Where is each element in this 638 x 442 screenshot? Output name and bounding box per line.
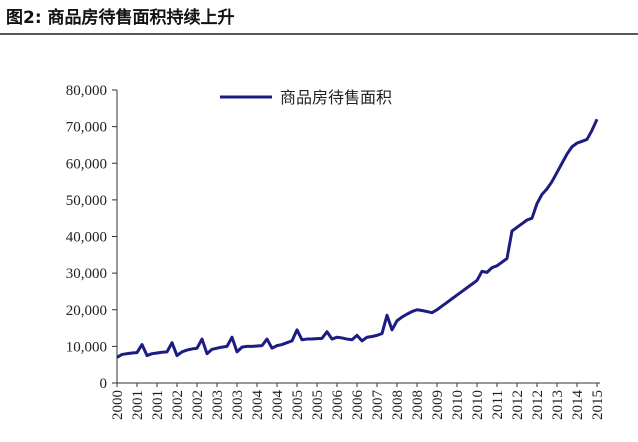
x-tick-label: 2001 xyxy=(130,390,146,420)
x-tick-label: 2006 xyxy=(350,390,366,421)
legend-label: 商品房待售面积 xyxy=(280,89,392,107)
x-tick-label: 2003 xyxy=(210,390,226,420)
x-tick-label: 2008 xyxy=(390,390,406,420)
x-tick-label: 2002 xyxy=(170,390,186,420)
y-tick-label: 40,000 xyxy=(66,230,107,246)
x-tick-label: 2003 xyxy=(230,390,246,420)
y-tick-label: 30,000 xyxy=(66,266,107,282)
y-tick-label: 0 xyxy=(100,376,108,392)
y-tick-label: 10,000 xyxy=(66,339,107,355)
x-tick-label: 2004 xyxy=(270,390,286,421)
x-tick-label: 2015 xyxy=(590,390,606,420)
y-tick-label: 60,000 xyxy=(66,156,107,172)
y-tick-label: 80,000 xyxy=(66,83,107,99)
x-tick-label: 2008 xyxy=(410,390,426,420)
data-line xyxy=(116,118,599,359)
x-tick-label: 2012 xyxy=(530,390,546,420)
x-tick-label: 2004 xyxy=(250,390,266,421)
x-tick-label: 2005 xyxy=(290,390,306,420)
x-tick-label: 2012 xyxy=(510,390,526,420)
x-tick-label: 2006 xyxy=(330,390,346,421)
chart-title: 图2: 商品房待售面积持续上升 xyxy=(6,7,235,28)
x-tick-label: 2013 xyxy=(550,390,566,420)
x-tick-label: 2005 xyxy=(310,390,326,420)
x-tick-label: 2014 xyxy=(570,390,586,421)
y-tick-label: 70,000 xyxy=(66,120,107,136)
x-tick-label: 2002 xyxy=(190,390,206,420)
y-tick-label: 50,000 xyxy=(66,193,107,209)
x-tick-label: 2011 xyxy=(490,390,506,419)
y-tick-label: 20,000 xyxy=(66,303,107,319)
x-tick-label: 2009 xyxy=(430,390,446,420)
x-tick-label: 2001 xyxy=(150,390,166,420)
x-tick-label: 2000 xyxy=(110,390,126,420)
x-tick-label: 2010 xyxy=(450,390,466,420)
x-tick-label: 2010 xyxy=(470,390,486,420)
x-tick-label: 2007 xyxy=(370,390,386,421)
